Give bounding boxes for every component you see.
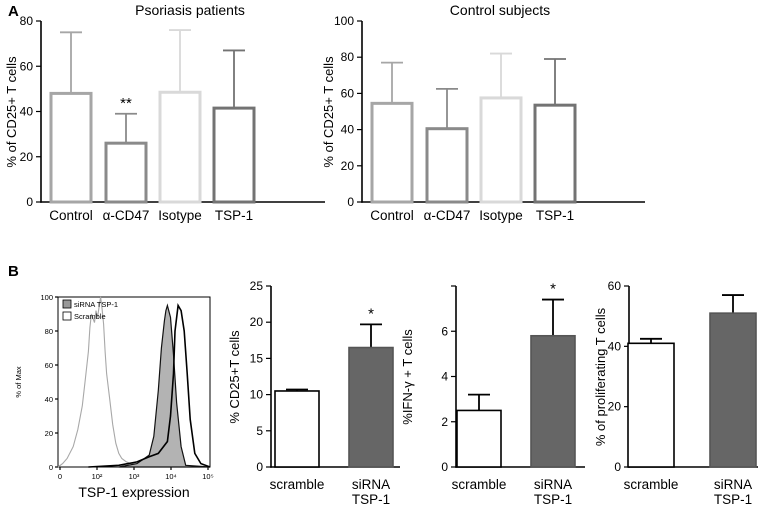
- panel-label-a: A: [8, 3, 19, 20]
- y-tick-label: 100: [40, 293, 53, 302]
- category-label-sirna-tsp-1-line1: siRNA: [714, 477, 752, 492]
- y-axis-label: % of Max: [14, 366, 23, 398]
- y-axis-label: % of CD25+ T cells: [321, 56, 336, 168]
- category-label-tsp-1: TSP-1: [536, 208, 574, 223]
- chart-psoriasis-patients: Psoriasis patients 0 20 40 60 80 % of CD25+ T …: [4, 2, 325, 223]
- y-tick-label: 15: [250, 351, 264, 365]
- y-tick-label: 20: [341, 159, 355, 173]
- bar-scramble: [456, 409, 502, 468]
- category-label-sirna-tsp-1-line1: siRNA: [534, 477, 572, 492]
- bar-sirna-tsp-1: [709, 312, 757, 468]
- x-tick-label: 0: [58, 472, 62, 481]
- y-tick-label: 60: [45, 361, 53, 370]
- y-tick-label: 40: [20, 105, 34, 119]
- y-tick-label: 0: [26, 195, 33, 209]
- panel-label-b: B: [8, 263, 19, 280]
- curve-sirna-tsp-1: [118, 303, 211, 468]
- significance-mark: *: [368, 305, 374, 322]
- bar-cd47: [104, 141, 148, 204]
- bar-control: [370, 101, 414, 204]
- y-tick-label: 25: [250, 279, 264, 293]
- y-tick-label: 80: [45, 327, 53, 336]
- bar-scramble: [274, 390, 320, 468]
- y-tick-label: 20: [45, 429, 53, 438]
- y-axis-label: %IFN-γ + T cells: [400, 329, 415, 425]
- y-tick-label: 2: [441, 415, 448, 429]
- y-tick-label: 60: [341, 86, 355, 100]
- x-tick-label: 10⁴: [165, 472, 177, 481]
- bar-isotype: [479, 96, 523, 204]
- bar-cd47: [425, 127, 469, 204]
- y-tick-label: 0: [256, 460, 263, 474]
- x-tick-label: 10⁵: [202, 472, 213, 481]
- y-axis-label: % CD25+T cells: [227, 330, 242, 424]
- y-tick-label: 80: [20, 14, 34, 28]
- y-tick-label: 60: [20, 59, 34, 73]
- y-tick-label: 40: [608, 339, 622, 353]
- y-tick-label: 0: [441, 460, 448, 474]
- y-tick-label: 0: [347, 195, 354, 209]
- y-tick-label: 0: [49, 463, 53, 472]
- legend-swatch-sirna-tsp-1: [62, 299, 72, 309]
- y-tick-label: 60: [608, 279, 622, 293]
- category-label-sirna-tsp-1-line2: TSP-1: [534, 492, 572, 507]
- y-tick-label: 80: [341, 50, 355, 64]
- y-tick-label: 40: [45, 395, 53, 404]
- category-label-sirna-tsp-1-line1: siRNA: [352, 477, 390, 492]
- category-label-scramble: scramble: [452, 477, 507, 492]
- category-label-isotype: Isotype: [479, 208, 523, 223]
- y-tick-label: 100: [334, 14, 354, 28]
- category-label-control: Control: [49, 208, 93, 223]
- significance-mark: *: [550, 281, 556, 298]
- category-label-scramble: scramble: [270, 477, 325, 492]
- legend-label-scramble: Scramble: [74, 312, 106, 321]
- y-axis-label: % of CD25+ T cells: [4, 56, 19, 168]
- category-label-control: Control: [370, 208, 414, 223]
- curve-scramble: [88, 303, 211, 468]
- bar-sirna-tsp-1: [348, 346, 394, 468]
- y-tick-label: 4: [441, 370, 448, 384]
- chart-tsp1-histogram: 0 20 40 60 80 100 % of Max 0 10² 10³ 10⁴ 10⁵ TSP-1 e…: [14, 293, 214, 500]
- y-tick-label: 5: [256, 424, 263, 438]
- y-axis-label: % of proliferating T cells: [593, 307, 608, 446]
- chart-control-subjects: Control subjects 0 20 40 60 80 100 % of CD25+ T…: [321, 2, 645, 223]
- bar-scramble: [627, 342, 675, 468]
- legend-label-sirna-tsp-1: siRNA TSP-1: [74, 300, 118, 309]
- y-tick-label: 0: [614, 460, 621, 474]
- y-tick-label: 20: [608, 400, 622, 414]
- category-label-isotype: Isotype: [158, 208, 202, 223]
- y-tick-label: 6: [441, 324, 448, 338]
- chart-proliferating-t-cells: 0 20 40 60% of proliferating T cells scrambl…: [593, 279, 758, 507]
- bar-tsp-1: [533, 103, 577, 204]
- legend-swatch-scramble: [62, 311, 72, 321]
- y-tick-label: 20: [250, 315, 264, 329]
- category-label-cd47: α-CD47: [103, 208, 150, 223]
- bar-tsp-1: [212, 106, 256, 204]
- chart-cd25-t-cells: 0 5 10 15 20 25 % CD25+T cells scramble * siRNATS…: [227, 279, 400, 507]
- y-tick-label: 40: [341, 123, 355, 137]
- bar-sirna-tsp-1: [530, 334, 576, 468]
- category-label-scramble: scramble: [624, 477, 679, 492]
- chart-title: Control subjects: [450, 2, 550, 18]
- category-label-sirna-tsp-1-line2: TSP-1: [352, 492, 390, 507]
- bar-control: [49, 91, 93, 204]
- x-tick-label: 10²: [92, 472, 103, 481]
- x-tick-label: 10³: [129, 472, 140, 481]
- category-label-sirna-tsp-1-line2: TSP-1: [714, 492, 752, 507]
- chart-title: Psoriasis patients: [135, 2, 245, 18]
- category-label-tsp-1: TSP-1: [215, 208, 253, 223]
- category-label-cd47: α-CD47: [424, 208, 471, 223]
- y-tick-label: 20: [20, 150, 34, 164]
- curve-isotype: [57, 296, 150, 468]
- y-tick-label: 10: [250, 388, 264, 402]
- x-axis-label: TSP-1 expression: [78, 484, 189, 500]
- significance-mark: **: [120, 95, 132, 112]
- bar-isotype: [158, 90, 202, 204]
